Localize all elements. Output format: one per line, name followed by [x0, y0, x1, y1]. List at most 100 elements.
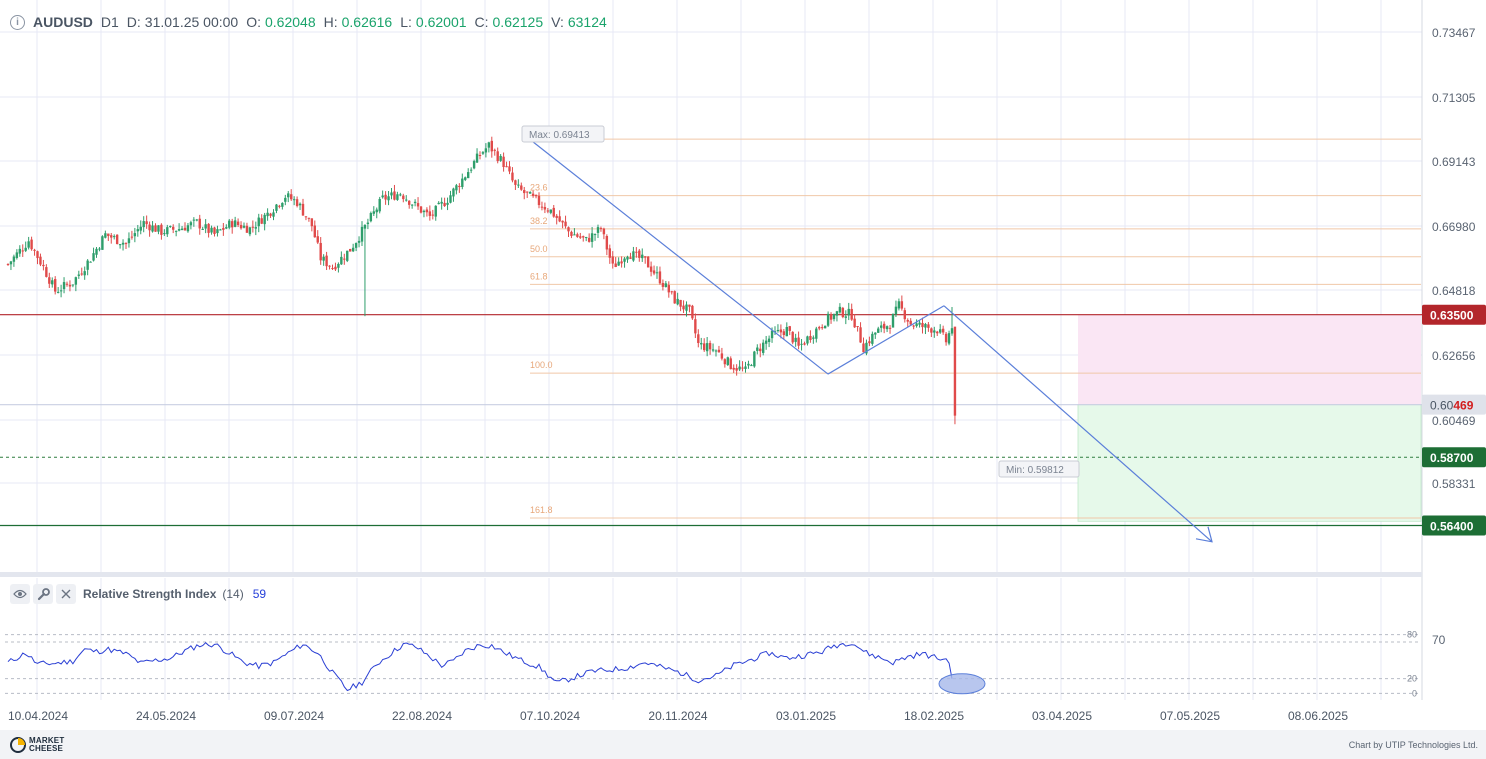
- candle-body: [590, 233, 594, 242]
- settings-button[interactable]: [33, 584, 53, 604]
- candle-body: [375, 209, 378, 213]
- candle-body: [487, 142, 491, 148]
- candle-body: [638, 250, 641, 258]
- price-axis[interactable]: 0.73467 0.71305 0.69143 0.66980 0.64818 0.626…: [1422, 26, 1486, 536]
- candle-body: [874, 332, 877, 335]
- candle-body: [18, 248, 21, 254]
- candle-body: [534, 194, 538, 197]
- time-axis[interactable]: 10.04.2024 24.05.2024 09.07.2024 22.08.2024…: [8, 709, 1348, 723]
- candle-body: [160, 224, 163, 235]
- candle-body: [405, 199, 408, 201]
- candle-body: [891, 313, 895, 328]
- candle-body: [847, 308, 850, 316]
- candle-body: [652, 270, 656, 274]
- date-value: 31.01.25 00:00: [144, 14, 239, 30]
- candle-body: [213, 227, 216, 234]
- rsi-axis-label: 70: [1432, 633, 1446, 647]
- candle-body: [428, 211, 432, 216]
- target2-price-label: 0.56400: [1430, 519, 1474, 533]
- candle-body: [33, 249, 36, 251]
- candle-body: [437, 202, 440, 205]
- candle-body: [573, 234, 576, 236]
- price-levels: [0, 314, 1422, 527]
- candle-body: [425, 209, 429, 213]
- candle-body: [118, 244, 122, 246]
- candle-body: [231, 221, 234, 228]
- candle-body: [632, 251, 635, 261]
- candle-body: [629, 257, 632, 259]
- candle-body: [36, 251, 39, 259]
- rsi-title: Relative Strength Index: [83, 587, 217, 601]
- candle-body: [924, 323, 927, 328]
- candle-body: [933, 330, 936, 333]
- candle-body: [260, 218, 263, 224]
- candle-body: [242, 225, 246, 228]
- candle-body: [86, 260, 89, 270]
- date-label: D:: [126, 14, 141, 30]
- candle-body: [729, 358, 732, 370]
- candle-body: [408, 200, 411, 205]
- candle-body: [832, 314, 836, 320]
- candle-body: [455, 185, 458, 191]
- current-price-main: 0.60: [1430, 399, 1454, 413]
- candle-body: [658, 271, 662, 284]
- candle-body: [596, 227, 600, 233]
- rsi-level-label: 80: [1407, 630, 1417, 640]
- candle-body: [68, 284, 72, 287]
- max-label-box: [521, 125, 605, 143]
- candle-body: [319, 242, 322, 261]
- candle-body: [172, 226, 175, 230]
- candle-body: [826, 313, 830, 326]
- candle-body: [292, 199, 296, 201]
- candle-body: [623, 258, 626, 262]
- candle-body: [481, 152, 485, 154]
- candle-body: [717, 349, 721, 353]
- candle-body: [410, 204, 414, 206]
- candle-body: [186, 225, 190, 232]
- candle-body: [9, 261, 13, 265]
- candle-body: [859, 327, 862, 343]
- candle-body: [174, 230, 178, 232]
- candle-body: [823, 325, 827, 329]
- price-tick-label: 0.62656: [1432, 349, 1476, 363]
- candle-body: [517, 184, 520, 186]
- candle-body: [812, 337, 815, 339]
- rsi-header: Relative Strength Index (14) 59: [10, 584, 266, 604]
- candle-body: [496, 151, 499, 162]
- candle-body: [113, 236, 116, 238]
- toggle-visibility-button[interactable]: [10, 584, 30, 604]
- open-label: O:: [246, 14, 261, 30]
- candle-body: [641, 254, 644, 259]
- candle-body: [502, 156, 505, 168]
- candle-body: [192, 219, 196, 221]
- candle-body: [894, 306, 898, 315]
- low-label: L:: [400, 14, 412, 30]
- candle-body: [611, 256, 614, 264]
- candle-body: [617, 261, 620, 266]
- candle-body: [80, 273, 83, 275]
- info-icon[interactable]: i: [10, 14, 25, 30]
- candle-body: [51, 280, 54, 285]
- candle-body: [62, 282, 66, 290]
- close-label: C:: [474, 14, 489, 30]
- price-tick-label: 0.73467: [1432, 26, 1476, 40]
- candle-body: [567, 227, 570, 232]
- candle-body: [343, 258, 346, 260]
- candle-body: [865, 342, 868, 354]
- brand-logo[interactable]: MARKET CHEESE: [10, 737, 64, 753]
- candle-body: [387, 196, 390, 201]
- price-tick-label: 0.60469: [1432, 414, 1476, 428]
- candle-body: [56, 291, 60, 293]
- remove-indicator-button[interactable]: [56, 584, 76, 604]
- candle-body: [788, 326, 791, 331]
- candle-body: [947, 333, 951, 344]
- candle-body: [767, 338, 771, 343]
- candle-body: [263, 214, 266, 225]
- candle-body: [458, 185, 461, 188]
- candle-body: [927, 324, 930, 328]
- candle-body: [776, 329, 780, 332]
- rsi-value: 59: [252, 587, 267, 601]
- candle-body: [564, 221, 567, 227]
- candle-body: [897, 301, 901, 309]
